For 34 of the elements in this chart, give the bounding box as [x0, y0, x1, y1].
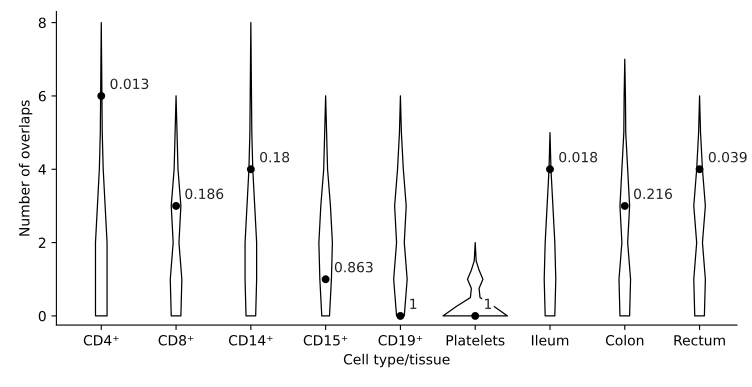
x-axis-title: Cell type/tissue: [344, 354, 450, 368]
y-tick-label: 0: [38, 310, 46, 322]
y-axis-title: Number of overlaps: [18, 100, 32, 236]
x-tick-label: CD15⁺: [304, 335, 348, 346]
annotation: 0.013: [110, 78, 148, 90]
point: [396, 312, 404, 320]
annotation: 0.039: [708, 152, 747, 162]
x-tick-label: CD14⁺: [228, 335, 273, 346]
point: [546, 165, 554, 174]
y-tick-label: 6: [38, 90, 46, 102]
annotation: 0.863: [334, 262, 373, 272]
point: [696, 165, 704, 174]
x-tick-label: Colon: [606, 334, 644, 346]
x-tick-label: CD8⁺: [158, 335, 194, 346]
point: [97, 92, 106, 100]
y-tick-label: 2: [38, 238, 46, 248]
point: [246, 165, 255, 174]
x-tick-label: CD4⁺: [84, 335, 119, 346]
annotation: 0.18: [260, 152, 290, 162]
annotation: 0.186: [185, 188, 224, 200]
point: [172, 202, 180, 210]
y-tick-label: 8: [38, 18, 46, 28]
x-tick-label: CD19⁺: [378, 335, 422, 346]
annotation: 0.018: [559, 152, 598, 162]
x-tick-label: Platelets: [446, 334, 504, 346]
x-tick-label: Rectum: [674, 335, 725, 346]
point: [620, 202, 629, 210]
point: [471, 312, 480, 320]
x-tick-label: Ileum: [532, 334, 568, 346]
annotation: 1: [410, 298, 416, 309]
point: [322, 275, 330, 284]
y-tick-label: 4: [38, 164, 46, 175]
annotation: 1: [485, 298, 492, 309]
annotation: 0.216: [634, 188, 672, 200]
